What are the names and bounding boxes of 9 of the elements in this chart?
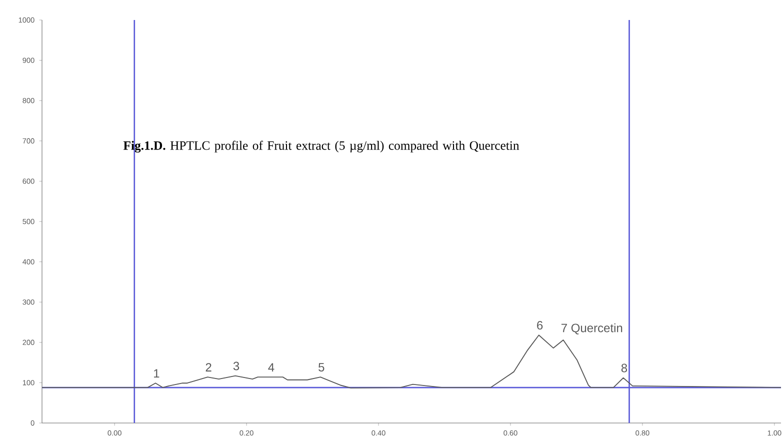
annotation: 8 xyxy=(621,364,628,372)
annotation: 2 xyxy=(206,363,212,372)
annotation: 3 xyxy=(233,362,240,370)
annotation: 4 xyxy=(268,363,274,372)
annotation: 5 xyxy=(318,363,324,372)
annotation: 7 Quercetin xyxy=(561,323,622,334)
line-series xyxy=(42,334,782,388)
annotation: 6 xyxy=(537,321,543,330)
annotation: 1 xyxy=(154,369,160,378)
